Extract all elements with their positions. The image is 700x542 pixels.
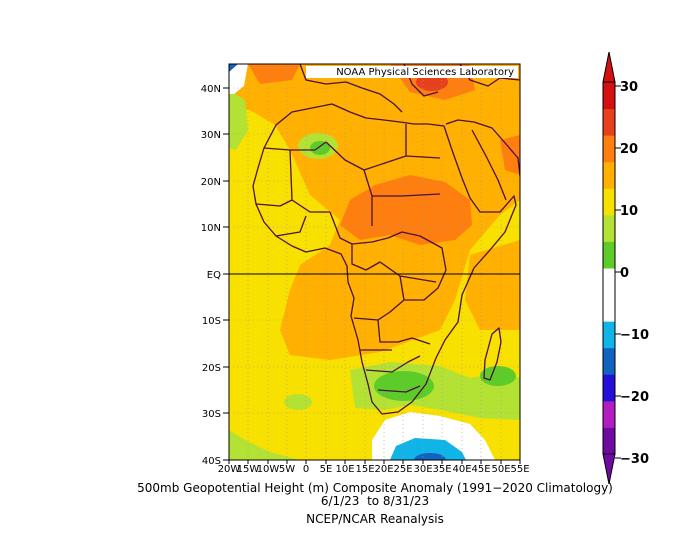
colorbar-ticks	[615, 85, 621, 459]
colorbar-segment	[603, 347, 615, 375]
colorbar-segment	[603, 374, 615, 402]
lat-tick-label: 30N	[201, 130, 221, 141]
lon-tick-label: 5W	[279, 464, 295, 475]
arabian-peninsula-coastline	[445, 119, 520, 201]
colorbar: 30 20 10 0 −10 −20 −30	[602, 51, 649, 485]
lon-tick-label: 30E	[413, 464, 432, 475]
colorbar-segment	[603, 427, 615, 455]
lon-tick-label: 5E	[320, 464, 333, 475]
lat-tick-label: 30S	[202, 409, 221, 420]
colorbar-segment	[603, 321, 615, 349]
colorbar-segment	[603, 108, 615, 136]
anomaly-field-10-15-atlantic	[284, 394, 312, 410]
lon-tick-label: 25E	[393, 464, 412, 475]
anomaly-field-5-10-madagascar	[480, 366, 516, 386]
colorbar-segment	[603, 188, 615, 216]
colorbar-top-arrow	[602, 51, 616, 83]
colorbar-segment	[603, 241, 615, 269]
credit-box	[306, 66, 518, 78]
anomaly-field-neg-10-15-south	[414, 453, 446, 460]
colorbar-bottom-arrow	[602, 453, 616, 485]
colorbar-label: −20	[620, 390, 649, 405]
colorbar-segment	[603, 82, 615, 110]
anomaly-field-near-zero-northwest	[229, 64, 248, 94]
lat-tick-label: 40S	[202, 456, 221, 467]
lon-tick-label: 15E	[355, 464, 374, 475]
colorbar-label: 20	[620, 142, 638, 157]
graticule	[229, 64, 520, 460]
lat-tick-label: 10N	[201, 223, 221, 234]
colorbar-segment	[603, 214, 615, 242]
colorbar-label: −30	[620, 452, 649, 467]
anomaly-field-10-15-northwest	[229, 90, 248, 150]
africa-coastline	[252, 103, 517, 415]
anomaly-field-25-30-east	[500, 135, 520, 175]
lon-tick-label: 0	[303, 464, 309, 475]
lat-tick-label: 10S	[202, 316, 221, 327]
caption-title: 500mb Geopotential Height (m) Composite …	[137, 481, 613, 495]
colorbar-label: −10	[620, 328, 649, 343]
coastlines-and-borders	[252, 64, 520, 415]
caption-source: NCEP/NCAR Reanalysis	[306, 512, 444, 526]
colorbar-border	[602, 81, 616, 455]
colorbar-label: 0	[620, 266, 629, 281]
country-borders	[255, 124, 447, 393]
colorbar-segment	[603, 161, 615, 189]
lon-tick-label: 15W	[237, 464, 260, 475]
anomaly-field-25-30-sahel	[340, 175, 472, 245]
lon-tick-label: 55E	[510, 464, 529, 475]
anomaly-field-neg-northwest-corner	[229, 64, 238, 72]
lat-tick-label: 20S	[202, 363, 221, 374]
longitude-axis: 20W 15W 10W 5W 0 5E 10E 15E 20E 25E 30E …	[218, 460, 530, 475]
latitude-axis: 40N 30N 20N 10N EQ 10S 20S 30S 40S	[201, 84, 229, 467]
lon-tick-label: 40E	[452, 464, 471, 475]
colorbar-label: 10	[620, 204, 638, 219]
anomaly-field-5-10-sahara	[310, 141, 330, 155]
anomaly-map	[229, 64, 520, 460]
lon-tick-label: 35E	[432, 464, 451, 475]
lon-tick-label: 20W	[218, 464, 241, 475]
lon-tick-label: 10E	[335, 464, 354, 475]
caption-date-range: 6/1/23 to 8/31/23	[320, 494, 430, 508]
colorbar-segments	[603, 82, 615, 455]
lon-tick-label: 10W	[257, 464, 280, 475]
colorbar-segment	[603, 135, 615, 163]
credit-label: NOAA Physical Sciences Laboratory	[336, 67, 514, 78]
colorbar-segment	[603, 268, 615, 296]
lon-tick-label: 20E	[374, 464, 393, 475]
lon-tick-label: 50E	[491, 464, 510, 475]
anomaly-field-neg-5-10-south	[390, 438, 466, 460]
map-border	[228, 63, 521, 461]
colorbar-segment	[603, 294, 615, 322]
lon-tick-label: 45E	[471, 464, 490, 475]
colorbar-segment	[603, 400, 615, 428]
lat-tick-label: 40N	[201, 84, 221, 95]
colorbar-label: 30	[620, 80, 638, 95]
madagascar-coastline	[483, 327, 502, 381]
anomaly-field-10-15-southwest	[229, 430, 300, 460]
lat-tick-label: 20N	[201, 177, 221, 188]
lat-tick-label: EQ	[207, 270, 221, 281]
